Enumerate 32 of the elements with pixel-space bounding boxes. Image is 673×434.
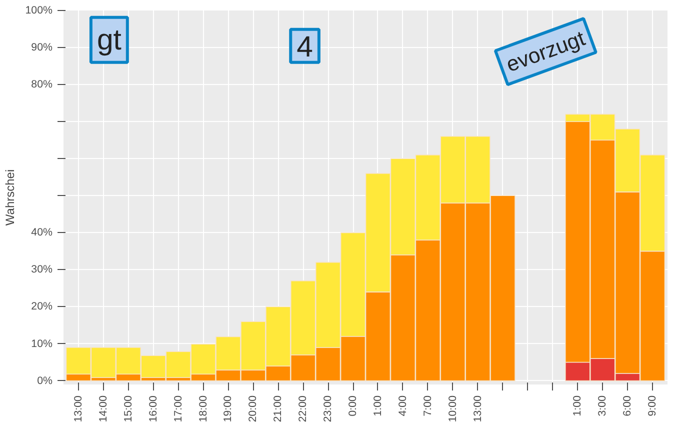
- x-tick-label: 3:00: [596, 395, 609, 416]
- x-tick-label: 13:00: [472, 395, 484, 422]
- y-tick-label: 10%: [31, 338, 54, 350]
- x-tick-label: 18:00: [197, 395, 210, 422]
- x-tick-label: 22:00: [297, 395, 310, 422]
- x-tick-label: 9:00: [646, 395, 659, 416]
- x-tick-label: 10:00: [446, 395, 459, 422]
- y-tick-label: 80%: [31, 78, 54, 91]
- x-tick-label: 13:00: [72, 395, 84, 422]
- x-tick-label: 14:00: [97, 395, 110, 422]
- y-tick-label: 40%: [31, 226, 54, 239]
- x-tick-label: 1:00: [572, 395, 584, 416]
- x-tick-label: 16:00: [147, 395, 160, 422]
- x-tick-label: 17:00: [172, 395, 184, 422]
- y-tick-label: 90%: [31, 42, 54, 54]
- y-tick-label: 100%: [25, 4, 54, 16]
- x-tick-label: 23:00: [322, 395, 334, 422]
- y-tick-label: 0%: [37, 374, 54, 387]
- x-tick-label: 6:00: [622, 395, 634, 416]
- annotation: gt: [96, 23, 122, 56]
- annotation: 4: [296, 30, 313, 64]
- x-tick-label: 0:00: [347, 395, 360, 416]
- x-tick-label: 21:00: [272, 395, 284, 422]
- x-tick-label: 19:00: [222, 395, 234, 422]
- x-tick-label: 15:00: [122, 395, 134, 422]
- x-tick-label: 4:00: [396, 395, 409, 416]
- x-tick-label: 20:00: [247, 395, 260, 422]
- y-axis-title: Wahrschei: [3, 169, 18, 226]
- y-tick-label: 20%: [31, 300, 54, 313]
- x-tick-label: 7:00: [422, 395, 434, 416]
- y-tick-label: 30%: [31, 264, 54, 276]
- x-tick-label: 1:00: [372, 395, 384, 416]
